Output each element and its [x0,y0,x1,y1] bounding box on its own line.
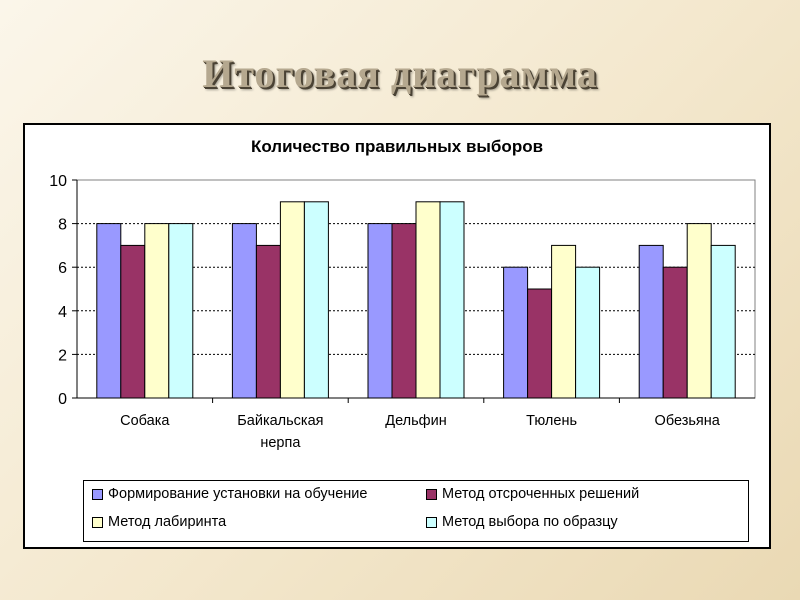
bar-s1-c1 [255,244,281,399]
x-tick-label-2: Дельфин [385,413,446,429]
bar-s0-c2 [367,223,393,399]
x-tick-label-3: Тюлень [526,413,577,429]
legend-item-1: Метод отсроченных решений [426,486,639,502]
legend-swatch-3 [426,516,437,528]
y-tick-label-3: 6 [58,260,67,277]
legend-label-3: Метод выбора по образцу [442,514,618,530]
legend-swatch-2 [92,516,103,528]
bar-s0-c1 [231,223,257,399]
bar-s0-c3 [503,266,529,399]
slide-title: Итоговая диаграмма [202,51,598,96]
chart-frame: Количество правильных выборов 0 2 4 6 8 10 Соб… [23,123,771,549]
bar-s1-c2 [391,223,417,399]
bar-s1-c0 [120,244,146,399]
bar-s1-c3 [527,288,553,399]
x-tick-label-1-line-1: нерпа [260,435,301,451]
legend-label-1: Метод отсроченных решений [442,486,640,502]
bar-s3-c4 [710,244,736,399]
y-tick-label-5: 10 [49,173,67,190]
x-tick-label-1-line-0: Байкальская [237,413,323,429]
y-tick-label-2: 4 [58,304,67,321]
bar-s3-c3 [575,266,601,399]
legend-item-3: Метод выбора по образцу [426,514,618,530]
bar-s0-c4 [638,244,664,399]
legend-label-2: Метод лабиринта [108,514,227,530]
bar-s3-c1 [303,201,329,399]
bar-s2-c0 [144,223,170,399]
bar-s3-c2 [439,201,465,399]
bar-s2-c3 [551,244,577,399]
legend-label-0: Формирование установки на обучение [108,486,368,502]
legend-swatch-1 [426,488,437,500]
bar-s2-c2 [415,201,441,399]
y-tick-label-1: 2 [58,347,67,364]
x-tick-label-0: Собака [120,413,170,429]
y-tick-label-4: 8 [58,217,67,234]
chart-legend: Формирование установки на обучение Метод … [83,480,749,542]
chart-plot: 0 2 4 6 8 10 Собака Байкальская нерпа Дельфин Тюле… [49,173,756,451]
legend-item-2: Метод лабиринта [92,514,226,530]
bar-s2-c1 [279,201,305,399]
x-tick-label-4: Обезьяна [655,413,721,429]
y-tick-label-0: 0 [58,391,67,408]
legend-swatch-0 [92,488,103,500]
legend-item-0: Формирование установки на обучение [92,486,367,502]
bar-s0-c0 [96,223,122,399]
chart-title: Количество правильных выборов [250,137,544,156]
bar-s3-c0 [168,223,194,399]
bar-s2-c4 [686,223,712,399]
bar-s1-c4 [662,266,688,399]
